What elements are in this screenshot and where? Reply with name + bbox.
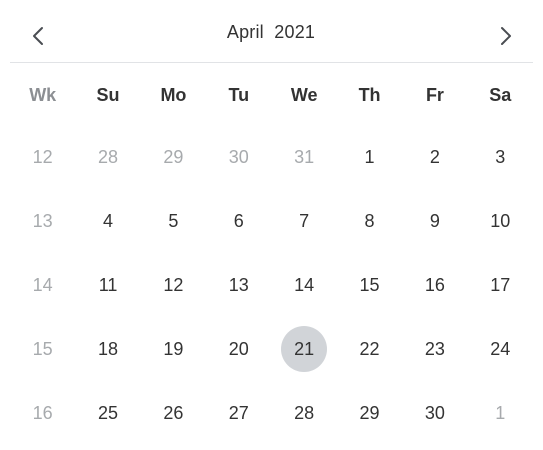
calendar-header: April 2021 (0, 0, 543, 62)
weekday-header-fr: Fr (425, 84, 444, 105)
day-button[interactable]: 4 (103, 210, 114, 231)
weekday-header-row: Wk Su Mo Tu We Th Fr Sa (10, 63, 533, 125)
day-cell: 19 (141, 317, 206, 381)
day-cell: 28 (75, 125, 140, 189)
weekday-header-tu: Tu (228, 84, 250, 105)
week-row: 12 28 29 30 31 1 2 3 (10, 125, 533, 189)
day-button[interactable]: 28 (294, 402, 315, 423)
day-cell: 28 (272, 381, 337, 445)
day-cell: 27 (206, 381, 271, 445)
weekday-header-su: Su (96, 84, 120, 105)
day-cell: 16 (402, 253, 467, 317)
week-number: 14 (32, 274, 53, 295)
outside-month-day[interactable]: 30 (228, 146, 249, 167)
day-cell: 3 (468, 125, 533, 189)
day-cell: 9 (402, 189, 467, 253)
weekday-header-sa: Sa (489, 84, 512, 105)
day-cell: 10 (468, 189, 533, 253)
day-button[interactable]: 10 (490, 210, 511, 231)
weekday-header-wk: Wk (29, 84, 57, 105)
day-cell: 22 (337, 317, 402, 381)
outside-month-day[interactable]: 1 (495, 402, 506, 423)
weekday-header-mo: Mo (160, 84, 187, 105)
day-cell: 15 (337, 253, 402, 317)
month-year-title[interactable]: April 2021 (226, 22, 316, 42)
day-cell: 14 (272, 253, 337, 317)
chevron-right-icon (501, 27, 511, 45)
day-cell: 26 (141, 381, 206, 445)
previous-month-button[interactable] (20, 18, 56, 54)
header-divider (10, 62, 533, 63)
day-button[interactable]: 13 (228, 274, 249, 295)
day-button[interactable]: 6 (233, 210, 244, 231)
week-rows: 12 28 29 30 31 1 2 3 13 4 5 6 7 8 9 10 14 11 12 13 14 15 16 17 1… (10, 125, 533, 445)
day-cell: 5 (141, 189, 206, 253)
day-cell: 18 (75, 317, 140, 381)
day-button[interactable]: 24 (490, 338, 511, 359)
day-cell: 12 (141, 253, 206, 317)
day-button[interactable]: 3 (495, 146, 506, 167)
day-button[interactable]: 27 (228, 402, 249, 423)
day-button[interactable]: 9 (429, 210, 440, 231)
day-button[interactable]: 22 (359, 338, 380, 359)
day-button[interactable]: 1 (364, 146, 375, 167)
day-button[interactable]: 20 (228, 338, 249, 359)
week-number: 16 (32, 402, 53, 423)
next-month-button[interactable] (488, 18, 524, 54)
day-cell: 6 (206, 189, 271, 253)
week-row: 13 4 5 6 7 8 9 10 (10, 189, 533, 253)
day-button[interactable]: 5 (168, 210, 179, 231)
day-cell: 11 (75, 253, 140, 317)
day-button[interactable]: 23 (424, 338, 445, 359)
day-cell: 20 (206, 317, 271, 381)
day-button[interactable]: 19 (163, 338, 184, 359)
day-cell: 24 (468, 317, 533, 381)
day-button[interactable]: 7 (299, 210, 310, 231)
day-button[interactable]: 2 (429, 146, 440, 167)
day-cell: 1 (337, 125, 402, 189)
chevron-left-icon (33, 27, 43, 45)
outside-month-day[interactable]: 29 (163, 146, 184, 167)
week-number: 15 (32, 338, 53, 359)
day-cell: 29 (141, 125, 206, 189)
day-button[interactable]: 16 (424, 274, 445, 295)
day-cell: 17 (468, 253, 533, 317)
week-row: 14 11 12 13 14 15 16 17 (10, 253, 533, 317)
day-button[interactable]: 14 (294, 274, 315, 295)
weekday-header-we: We (290, 84, 318, 105)
week-row: 15 18 19 20 21 22 23 24 (10, 317, 533, 381)
day-button[interactable]: 8 (364, 210, 375, 231)
calendar-grid: Wk Su Mo Tu We Th Fr Sa 12 28 29 30 31 1 2 3 13 4… (10, 63, 533, 445)
outside-month-day[interactable]: 31 (294, 146, 315, 167)
day-cell: 25 (75, 381, 140, 445)
day-cell: 13 (206, 253, 271, 317)
day-cell: 4 (75, 189, 140, 253)
day-cell: 31 (272, 125, 337, 189)
day-cell: 29 (337, 381, 402, 445)
day-cell: 8 (337, 189, 402, 253)
day-button[interactable]: 25 (98, 402, 119, 423)
outside-month-day[interactable]: 28 (98, 146, 119, 167)
day-button[interactable]: 18 (98, 338, 119, 359)
day-button[interactable]: 17 (490, 274, 511, 295)
day-cell: 7 (272, 189, 337, 253)
selected-day[interactable]: 21 (281, 326, 328, 372)
day-cell: 2 (402, 125, 467, 189)
day-button[interactable]: 11 (98, 274, 118, 295)
day-button[interactable]: 29 (359, 402, 380, 423)
day-cell: 21 (272, 317, 337, 381)
week-number: 13 (32, 210, 53, 231)
week-number: 12 (32, 146, 53, 167)
day-cell: 30 (402, 381, 467, 445)
day-button[interactable]: 12 (163, 274, 184, 295)
day-button[interactable]: 30 (424, 402, 445, 423)
day-cell: 23 (402, 317, 467, 381)
day-button[interactable]: 15 (359, 274, 380, 295)
day-cell: 30 (206, 125, 271, 189)
weekday-header-th: Th (358, 84, 381, 105)
day-button[interactable]: 26 (163, 402, 184, 423)
week-row: 16 25 26 27 28 29 30 1 (10, 381, 533, 445)
day-cell: 1 (468, 381, 533, 445)
